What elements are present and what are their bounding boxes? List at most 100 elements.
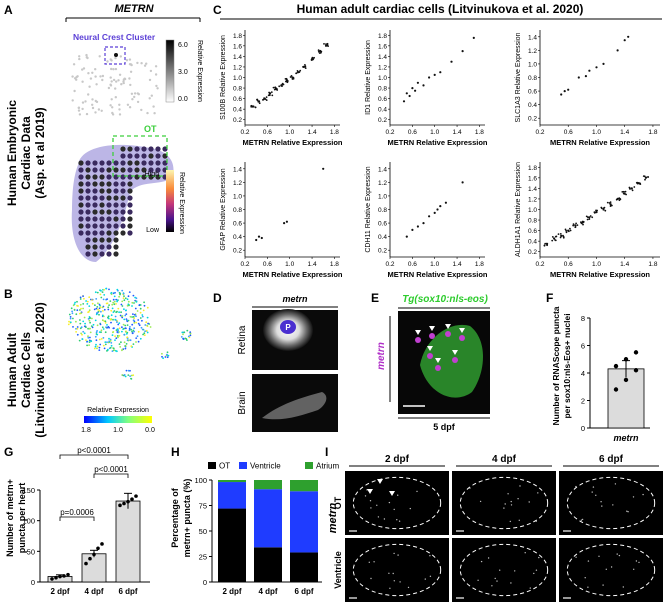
a-side-line-2: Cardiac Data — [19, 116, 33, 190]
i-punctum — [612, 504, 614, 506]
i-punctum — [510, 504, 513, 506]
b-cell — [75, 331, 77, 333]
h-legend-swatch — [208, 462, 216, 469]
c-point — [283, 222, 286, 225]
a-upper-dot — [71, 99, 74, 102]
b-cell — [125, 369, 128, 372]
a-spot — [92, 202, 98, 208]
b-cell — [118, 334, 121, 337]
i-punctum — [616, 553, 618, 555]
a-spot — [92, 167, 98, 173]
a-spot — [134, 167, 140, 173]
b-cell — [133, 320, 136, 323]
b-cell — [110, 291, 113, 294]
b-cell — [139, 317, 142, 319]
i-punctum — [393, 580, 395, 582]
i-punctum — [575, 485, 577, 488]
a-spot — [106, 251, 112, 257]
b-cell — [135, 321, 138, 324]
a-spot — [99, 181, 105, 187]
a-upper-dot — [112, 68, 115, 71]
b-cell — [135, 301, 138, 303]
i-punctum — [601, 505, 603, 507]
a-spot — [141, 160, 147, 166]
g-y-tick-label: 150 — [22, 486, 35, 495]
a-upper-dot — [78, 113, 82, 116]
b-cell — [134, 296, 137, 299]
b-cell — [82, 320, 85, 323]
a-upper-dot — [126, 103, 130, 107]
b-cell — [130, 377, 132, 380]
a-spot — [155, 160, 161, 166]
b-cell — [122, 323, 125, 326]
h-bar-segment-ventricle — [254, 489, 282, 548]
c-point — [551, 239, 554, 242]
b-cell — [72, 326, 74, 328]
i-punctum — [370, 507, 372, 509]
c-y-axis-label: ALDH1A1 Relative Expression — [515, 162, 522, 257]
b-cell — [95, 298, 98, 300]
b-cell — [125, 343, 128, 345]
h-bar-segment-ot — [254, 547, 282, 582]
a-upper-dot — [99, 75, 102, 78]
i-punctum — [632, 496, 635, 498]
b-cell — [118, 291, 121, 294]
b-cell — [131, 316, 134, 318]
a-upper-dot — [114, 56, 117, 60]
a-upper-dot — [85, 53, 88, 57]
a-upper-dot — [109, 83, 112, 86]
c-x-tick-label: 1.4 — [308, 129, 317, 136]
a-upper-dot — [143, 64, 147, 67]
i-arrowhead — [377, 479, 383, 484]
a-spot — [120, 181, 126, 187]
f-y-tick-label: 2 — [581, 397, 585, 406]
d-title: metrn — [282, 294, 308, 304]
b-cell — [109, 338, 112, 341]
i-punctum — [393, 552, 395, 555]
b-cell — [129, 326, 131, 328]
c-x-tick-label: 1.8 — [648, 129, 657, 136]
c-point — [436, 208, 439, 211]
b-cell — [69, 317, 72, 320]
b-cell — [88, 296, 91, 299]
i-outline — [352, 476, 442, 530]
a-spot — [127, 174, 133, 180]
a-spot — [78, 181, 84, 187]
c-point — [553, 237, 556, 240]
c-y-tick-label: 0.4 — [378, 107, 387, 114]
b-cell — [110, 309, 113, 312]
a-upper-dot — [130, 92, 134, 96]
b-cell — [103, 347, 106, 350]
b-cell — [121, 349, 123, 352]
c-point — [274, 86, 277, 89]
c-x-tick-label: 1.8 — [475, 261, 484, 268]
d-retina-center — [280, 320, 296, 334]
c-y-tick-label: 0.8 — [378, 207, 387, 214]
c-point — [439, 71, 442, 74]
g-significance-bracket — [59, 516, 95, 521]
c-point — [313, 56, 315, 59]
b-cell — [114, 315, 117, 318]
b-cell — [123, 308, 125, 311]
b-cell — [101, 314, 104, 317]
b-cell — [95, 339, 98, 342]
f-y-tick-label: 0 — [581, 424, 585, 433]
b-cell — [106, 326, 108, 329]
a-upper-dot — [114, 87, 117, 90]
c-y-tick-label: 1.0 — [233, 75, 242, 82]
a-spot — [85, 195, 91, 201]
a-upper-dot — [154, 65, 158, 68]
c-y-axis-label: SLC1A3 Relative Expression — [515, 32, 522, 122]
c-point — [439, 205, 442, 208]
i-punctum — [480, 560, 483, 563]
b-cell — [146, 324, 149, 327]
c-point — [310, 58, 313, 61]
c-point — [629, 188, 631, 190]
b-cell — [96, 330, 98, 332]
b-cell — [117, 323, 120, 326]
c-y-tick-label: 1.0 — [233, 193, 242, 200]
b-cell — [147, 322, 150, 325]
b-cell — [125, 313, 128, 315]
b-legend-tick-1: 1.0 — [113, 427, 123, 434]
b-cell — [141, 315, 144, 318]
